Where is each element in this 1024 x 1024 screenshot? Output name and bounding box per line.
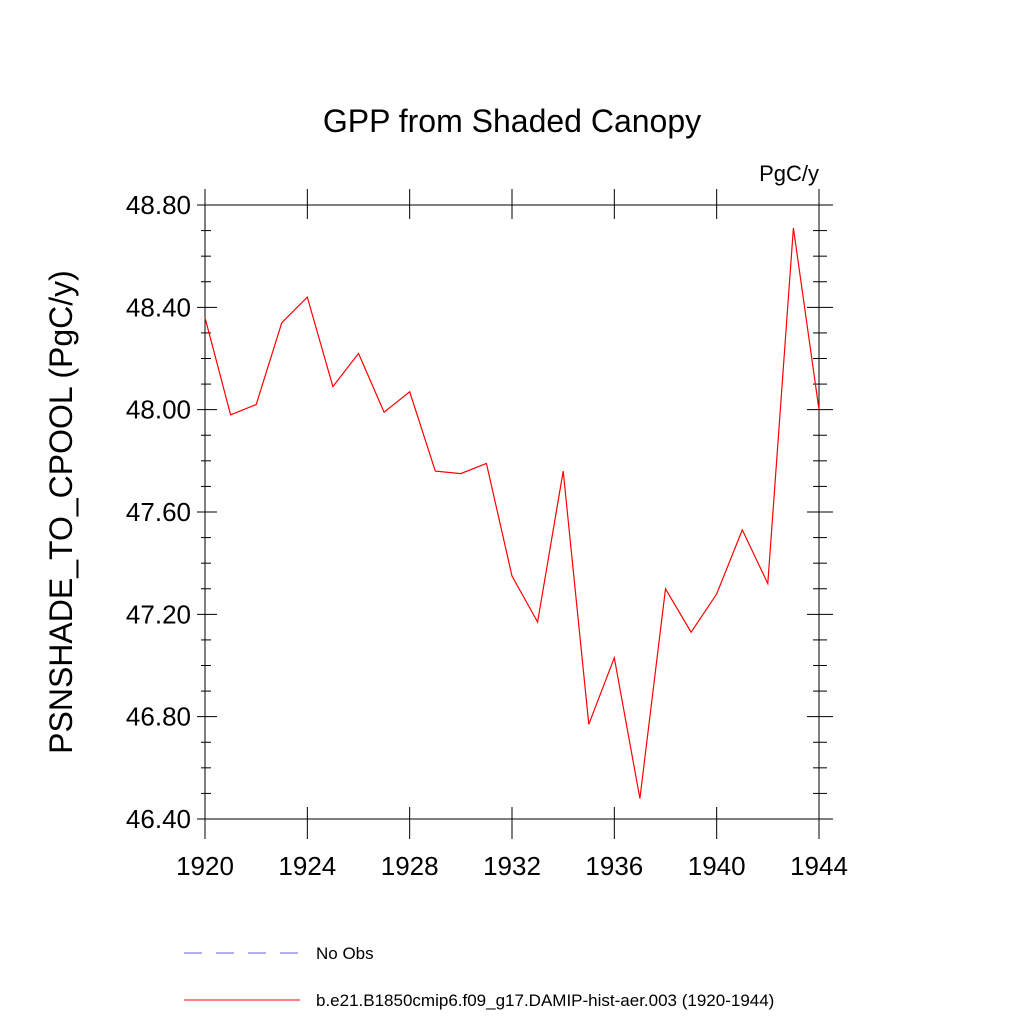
- y-tick-label: 46.80: [126, 702, 191, 732]
- y-tick-label: 48.80: [126, 190, 191, 220]
- units-label: PgC/y: [759, 161, 819, 186]
- x-tick-label: 1920: [176, 851, 234, 881]
- y-axis-label: PSNSHADE_TO_CPOOL (PgC/y): [43, 270, 79, 754]
- y-tick-label: 47.20: [126, 599, 191, 629]
- legend: No Obs b.e21.B1850cmip6.f09_g17.DAMIP-his…: [184, 944, 774, 1010]
- chart-title: GPP from Shaded Canopy: [323, 103, 701, 139]
- x-tick-label: 1936: [585, 851, 643, 881]
- x-tick-label: 1940: [688, 851, 746, 881]
- x-tick-label: 1924: [278, 851, 336, 881]
- y-tick-label: 47.60: [126, 497, 191, 527]
- legend-label: No Obs: [316, 944, 374, 963]
- plot-frame: [204, 204, 820, 820]
- y-axis: 46.40 46.80 47.20 47.60 48.00 48.40 48.80: [126, 190, 833, 834]
- x-tick-label: 1944: [790, 851, 848, 881]
- series-group: [204, 227, 820, 799]
- y-tick-label: 48.40: [126, 292, 191, 322]
- series-line: [204, 227, 820, 799]
- x-axis: 1920 1924 1928 1932 1936 1940 1944: [176, 189, 848, 881]
- y-tick-label: 46.40: [126, 804, 191, 834]
- x-tick-label: 1932: [483, 851, 541, 881]
- y-tick-label: 48.00: [126, 395, 191, 425]
- legend-label: b.e21.B1850cmip6.f09_g17.DAMIP-hist-aer.…: [316, 991, 774, 1010]
- x-tick-label: 1928: [381, 851, 439, 881]
